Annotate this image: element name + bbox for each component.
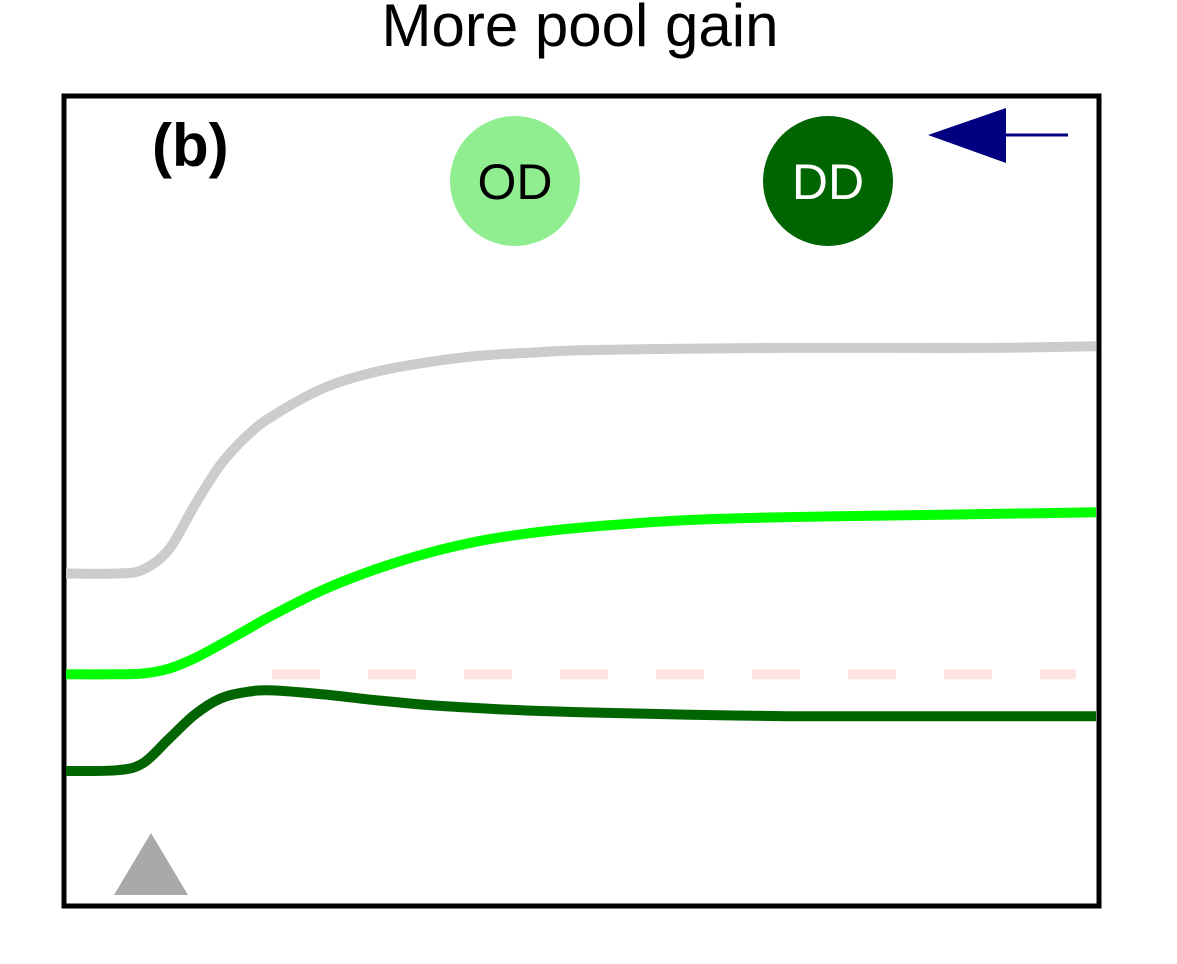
dd-badge: DD	[763, 116, 893, 246]
dark-green-series-line	[65, 685, 1096, 777]
light-green-series-line	[65, 507, 1097, 680]
plot-frame	[61, 93, 1102, 909]
od-badge-label: OD	[478, 154, 553, 210]
grey-series-line	[65, 341, 1097, 579]
arrow-head	[928, 108, 1006, 163]
series-layer	[65, 341, 1097, 777]
dd-badge-label: DD	[792, 154, 864, 210]
od-badge: OD	[450, 116, 580, 246]
dd-badge-circle	[763, 116, 893, 246]
chart-title: More pool gain	[382, 0, 779, 59]
left-arrow-icon	[928, 108, 1068, 163]
panel-label: (b)	[152, 112, 229, 179]
stimulus-triangle-icon	[113, 833, 188, 895]
od-badge-circle	[450, 116, 580, 246]
